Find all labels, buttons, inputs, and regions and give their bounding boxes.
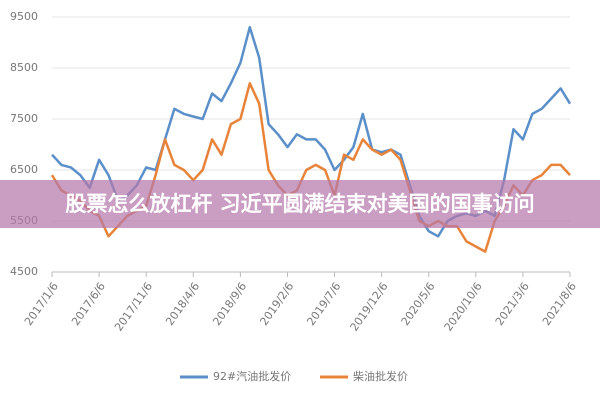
y-tick-label: 7500: [10, 112, 38, 125]
x-tick-label: 2017/11/6: [112, 280, 155, 334]
y-tick-label: 8500: [10, 61, 38, 74]
x-tick-label: 2020/10/6: [442, 280, 485, 334]
x-tick-label: 2018/4/6: [163, 280, 202, 328]
legend-label: 92#汽油批发价: [213, 369, 291, 383]
x-tick-label: 2019/12/6: [348, 280, 391, 334]
x-tick-label: 2017/6/6: [69, 280, 108, 328]
x-tick-label: 2018/9/6: [210, 280, 249, 328]
y-tick-label: 6500: [10, 163, 38, 176]
x-tick-label: 2021/3/6: [493, 280, 532, 328]
y-tick-label: 4500: [10, 265, 38, 278]
y-tick-label: 9500: [10, 10, 38, 23]
x-tick-label: 2021/8/6: [540, 280, 579, 328]
x-tick-label: 2019/2/6: [257, 280, 296, 328]
x-tick-label: 2019/7/6: [304, 280, 343, 328]
x-tick-label: 2017/1/6: [22, 280, 61, 328]
legend-label: 柴油批发价: [353, 369, 408, 383]
x-tick-label: 2020/5/6: [399, 280, 438, 328]
banner-text: 股票怎么放杠杆 习近平圆满结束对美国的国事访问: [65, 192, 534, 216]
banner: [0, 180, 600, 228]
